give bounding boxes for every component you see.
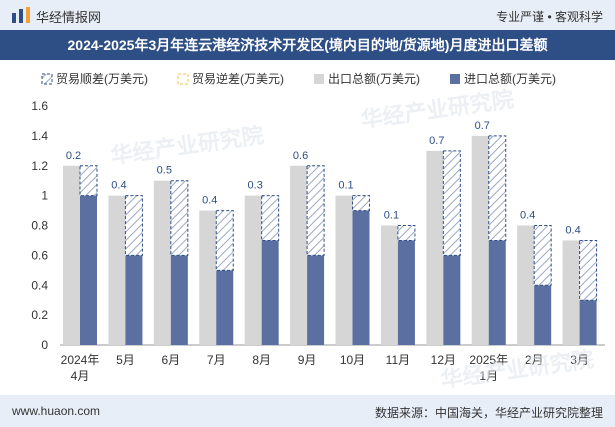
- import-bar: [397, 240, 415, 345]
- surplus-bar: [352, 195, 370, 212]
- footer: www.huaon.com 数据来源：中国海关，华经产业研究院整理: [0, 395, 615, 427]
- x-tick-label: 2月: [525, 353, 544, 367]
- y-tick-label: 0.4: [31, 278, 48, 292]
- export-bar: [244, 195, 262, 345]
- export-bar: [517, 225, 535, 345]
- import-bar: [307, 255, 325, 345]
- export-bar: [335, 195, 353, 345]
- chart-title: 2024-2025年3月年连云港经济技术开发区(境内目的地/货源地)月度进出口差…: [0, 30, 615, 60]
- x-tick-label: 12月: [431, 353, 456, 367]
- data-label: 0.1: [384, 210, 399, 222]
- import-bar: [579, 300, 597, 345]
- data-label: 0.5: [157, 165, 172, 177]
- data-label: 0.6: [293, 150, 308, 162]
- import-bar: [216, 270, 234, 345]
- data-label: 0.4: [565, 224, 580, 236]
- surplus-bar: [397, 225, 416, 241]
- data-label: 0.3: [248, 180, 263, 192]
- export-bar: [199, 210, 217, 345]
- legend-label: 贸易顺差(万美元): [56, 72, 148, 86]
- data-label: 0.4: [520, 210, 535, 222]
- surplus-bar: [488, 135, 507, 241]
- x-tick-label: 4月: [71, 369, 90, 383]
- import-bar: [443, 255, 461, 345]
- x-tick-label: 3月: [570, 353, 589, 367]
- surplus-bar: [170, 180, 189, 256]
- surplus-bar: [79, 165, 98, 197]
- surplus-bar: [533, 225, 552, 286]
- import-bar: [261, 240, 279, 345]
- export-bar: [562, 240, 580, 345]
- data-label: 0.4: [111, 180, 126, 192]
- y-tick-label: 1: [41, 189, 48, 203]
- legend-swatch: [177, 73, 189, 85]
- x-tick-label: 9月: [298, 353, 317, 367]
- import-bar: [352, 210, 370, 345]
- legend-swatch: [450, 74, 460, 84]
- legend-label: 出口总额(万美元): [328, 72, 420, 86]
- export-bar: [108, 195, 126, 345]
- legend-swatch: [41, 73, 53, 85]
- website-link[interactable]: www.huaon.com: [12, 404, 101, 418]
- export-bar: [153, 180, 171, 345]
- import-bar: [125, 255, 143, 345]
- export-bar: [290, 165, 308, 345]
- export-bar: [471, 135, 489, 345]
- y-tick-label: 0.8: [31, 219, 48, 233]
- import-bar: [534, 285, 552, 345]
- export-bar: [380, 225, 398, 345]
- surplus-bar: [215, 210, 234, 271]
- surplus-bar: [579, 239, 598, 301]
- y-tick-label: 0.2: [31, 308, 48, 322]
- x-tick-label: 8月: [252, 353, 271, 367]
- x-tick-label: 2025年: [469, 353, 508, 367]
- import-bar: [488, 240, 506, 345]
- y-tick-label: 0.6: [31, 248, 48, 262]
- surplus-bar: [124, 195, 143, 256]
- x-tick-label: 11月: [386, 353, 410, 367]
- tagline: 专业严谨 • 客观科学: [496, 10, 603, 24]
- data-label: 0.2: [66, 150, 81, 162]
- y-tick-label: 1.2: [31, 159, 48, 173]
- top-bar: 华经情报网 专业严谨 • 客观科学: [0, 0, 615, 30]
- brand-logo-icon: [12, 7, 30, 23]
- data-label: 0.7: [475, 120, 490, 132]
- brand-name: 华经情报网: [36, 10, 102, 25]
- surplus-bar: [306, 165, 325, 256]
- data-label: 0.7: [429, 135, 444, 147]
- y-tick-label: 1.6: [31, 99, 48, 113]
- x-tick-label: 1月: [479, 369, 498, 383]
- data-source: 数据来源：中国海关，华经产业研究院整理: [374, 406, 603, 420]
- y-tick-label: 0: [41, 338, 48, 352]
- x-tick-label: 2024年: [61, 353, 100, 367]
- x-tick-label: 5月: [116, 353, 135, 367]
- surplus-bar: [442, 150, 461, 256]
- y-tick-label: 1.4: [31, 129, 48, 143]
- x-tick-label: 10月: [340, 353, 365, 367]
- data-label: 0.1: [338, 180, 353, 192]
- export-bar: [426, 150, 444, 345]
- legend-swatch: [314, 74, 324, 84]
- data-label: 0.4: [202, 195, 217, 207]
- surplus-bar: [261, 195, 280, 241]
- import-bar: [170, 255, 188, 345]
- import-bar: [80, 195, 97, 345]
- x-tick-label: 7月: [207, 353, 226, 367]
- export-bar: [63, 165, 80, 345]
- legend-label: 贸易逆差(万美元): [192, 71, 284, 86]
- chart: 贸易顺差(万美元) 贸易逆差(万美元) 出口总额(万美元) 进口总额(万美元) 0 0.2…: [31, 71, 605, 383]
- x-tick-label: 6月: [161, 353, 180, 367]
- legend-label: 进口总额(万美元): [464, 72, 556, 86]
